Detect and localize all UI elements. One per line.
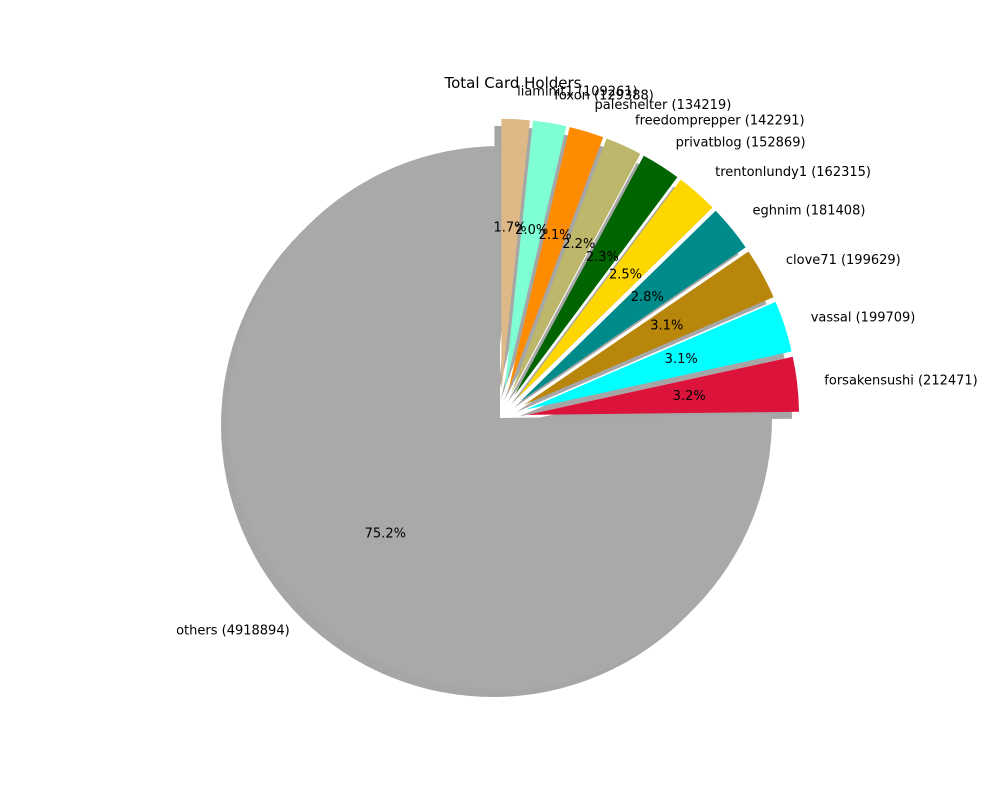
slice-label-privatblog: privatblog (152869) xyxy=(676,135,806,150)
pie-slice-paleshelter xyxy=(507,127,604,392)
slice-label-freedomprepper: freedomprepper (142291) xyxy=(635,113,805,128)
pct-label-forsakensushi: 3.2% xyxy=(673,389,706,404)
slice-label-paleshelter: paleshelter (134219) xyxy=(595,98,732,113)
slice-label-foxon: foxon (129388) xyxy=(554,89,654,104)
pct-label-clove71: 3.1% xyxy=(650,319,683,334)
pie-slice-privatblog xyxy=(514,155,678,396)
pie-slice-vassal xyxy=(525,301,792,410)
pie-percent-labels: 1.7%2.0%2.1%2.2%2.3% 2.5% 2.8% 3.1% 3.1% 3.2%… xyxy=(365,220,706,541)
chart-title: Total Card Holders xyxy=(443,74,581,92)
slice-label-eghnim: eghnim (181408) xyxy=(753,204,866,219)
pct-label-paleshelter: 2.1% xyxy=(539,228,572,243)
pie-slice-labels: liaminit1 (109261)foxon (129388)paleshel… xyxy=(176,85,978,639)
pie-slice-forsakensushi xyxy=(527,356,800,415)
slice-label-forsakensushi: forsakensushi (212471) xyxy=(824,374,977,389)
pie-slice-eghnim xyxy=(521,210,746,401)
pie-slice-freedomprepper xyxy=(511,138,641,394)
pie-slice-trentonlundy1 xyxy=(517,179,713,398)
pct-label-freedomprepper: 2.2% xyxy=(562,237,595,252)
pct-label-privatblog: 2.3% xyxy=(586,250,619,265)
pct-label-vassal: 3.1% xyxy=(665,352,698,367)
pct-label-eghnim: 2.8% xyxy=(631,290,664,305)
slice-label-vassal: vassal (199709) xyxy=(811,311,916,326)
slice-label-trentonlundy1: trentonlundy1 (162315) xyxy=(715,165,871,180)
pie-slice-foxon xyxy=(504,120,567,392)
pct-label-liaminit1: 1.7% xyxy=(493,220,526,235)
slice-label-others: others (4918894) xyxy=(176,623,290,638)
pie-slices xyxy=(227,118,800,690)
pie-slice-others xyxy=(227,146,772,690)
slice-label-liaminit1: liaminit1 (109261) xyxy=(517,85,638,100)
pct-label-foxon: 2.0% xyxy=(515,223,548,238)
pct-label-others: 75.2% xyxy=(365,527,406,542)
pie-slice-clove71 xyxy=(523,251,774,405)
pct-label-trentonlundy1: 2.5% xyxy=(609,267,642,282)
slice-label-clove71: clove71 (199629) xyxy=(786,253,901,268)
pie-slice-liaminit1 xyxy=(501,118,530,391)
